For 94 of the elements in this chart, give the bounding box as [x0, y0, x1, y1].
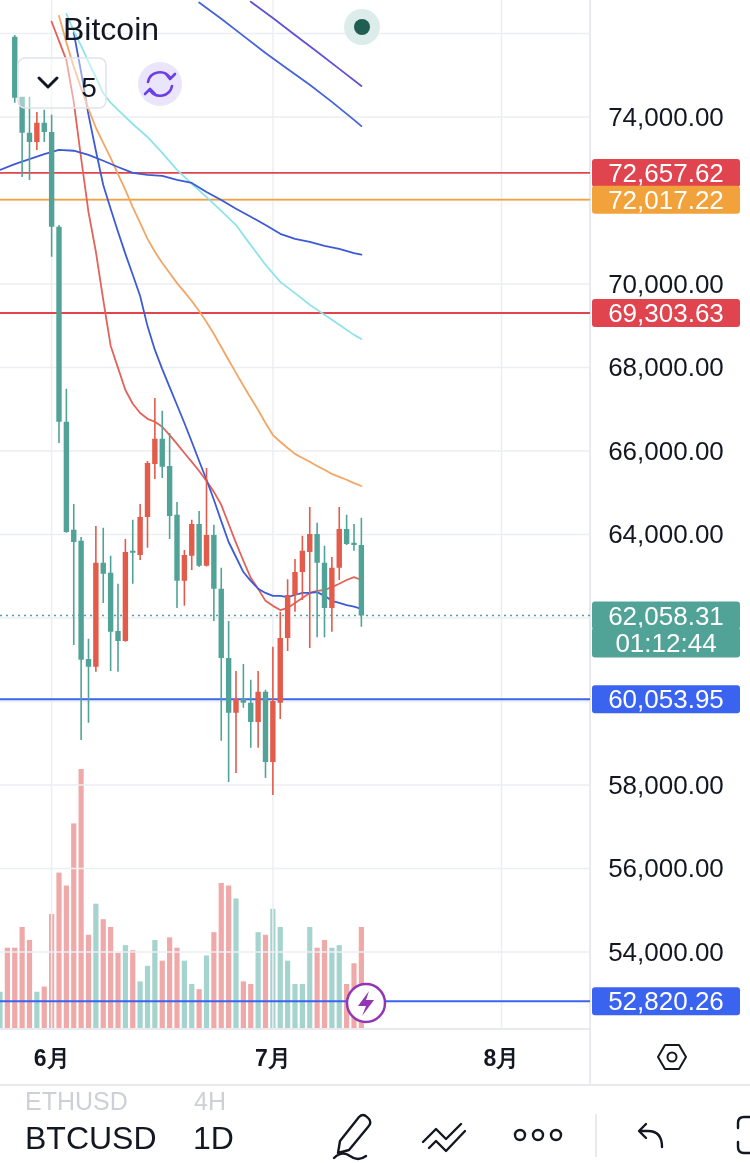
annotation: 5 [81, 72, 97, 103]
y-tick-label: 74,000.00 [608, 101, 724, 132]
y-tick-label: 56,000.00 [608, 853, 724, 884]
bar [174, 947, 180, 1028]
bar [159, 960, 165, 1028]
bar [85, 934, 92, 1028]
ref-line-label: 72,657.62 [608, 157, 724, 188]
y-tick-label: 64,000.00 [608, 519, 724, 550]
bar [12, 947, 18, 1028]
y-tick-label: 70,000.00 [608, 268, 724, 299]
bar [181, 960, 187, 1028]
y-tick-label: 68,000.00 [608, 352, 724, 383]
candlestick [34, 111, 40, 150]
bar [19, 926, 25, 1028]
line-series [249, 0, 363, 87]
y-tick-label: 54,000.00 [608, 937, 724, 968]
candlestick [19, 96, 25, 178]
bar [56, 872, 62, 1028]
candlestick [336, 506, 342, 580]
bar [122, 945, 128, 1028]
bar [189, 983, 195, 1028]
text: 1D [193, 1120, 234, 1156]
bar [100, 919, 106, 1028]
candlestick [248, 679, 254, 748]
bar [167, 937, 173, 1028]
line-series [65, 12, 363, 340]
ref-line-label: 60,053.95 [608, 684, 724, 715]
bar [262, 934, 269, 1028]
line-series [198, 1, 363, 127]
bar [137, 981, 143, 1028]
bar [299, 983, 305, 1028]
bar [115, 952, 121, 1028]
bar [144, 965, 151, 1028]
bar [307, 926, 313, 1028]
candlestick [189, 519, 195, 570]
candlestick [270, 646, 276, 796]
chart-title: Bitcoin [63, 11, 160, 47]
bar [71, 823, 77, 1028]
bar [240, 981, 246, 1028]
bar [78, 769, 84, 1028]
bar [130, 950, 136, 1028]
bar [329, 947, 335, 1028]
bar [336, 945, 342, 1028]
line-series [58, 14, 363, 487]
bar [248, 983, 254, 1028]
candlestick [329, 557, 335, 632]
bar [277, 926, 283, 1028]
candlestick [262, 689, 269, 778]
candlestick [152, 397, 158, 479]
candlestick [292, 559, 298, 612]
bar [26, 939, 33, 1028]
candlestick [56, 225, 62, 444]
y-tick-label: 58,000.00 [608, 769, 724, 800]
candlestick [122, 539, 129, 642]
candlestick [93, 526, 99, 672]
ref-line-label: 52,820.26 [608, 986, 724, 1017]
bar [233, 898, 239, 1028]
bar [108, 926, 114, 1028]
candlestick [63, 388, 70, 533]
candlestick [130, 519, 136, 584]
candlestick [159, 410, 165, 479]
bar [321, 939, 328, 1028]
candlestick [41, 109, 47, 142]
bar [211, 932, 217, 1028]
text: BTCUSD [25, 1120, 157, 1156]
candlestick [255, 671, 261, 748]
bar [4, 947, 10, 1028]
bar [41, 986, 47, 1028]
candlestick [277, 611, 283, 720]
bar [226, 885, 232, 1028]
candlestick [233, 671, 239, 773]
bar [152, 939, 158, 1028]
x-tick-label: 7月 [254, 1045, 291, 1071]
candlestick [12, 35, 18, 103]
candlestick [100, 527, 106, 603]
y-tick-label: 66,000.00 [608, 435, 724, 466]
x-tick-label: 8月 [483, 1045, 520, 1071]
bar [314, 947, 320, 1028]
bar [203, 955, 210, 1028]
candlestick [137, 503, 143, 560]
x-tick-label: 6月 [33, 1045, 70, 1071]
bar [34, 991, 40, 1028]
bar [255, 932, 261, 1028]
bar [218, 882, 224, 1028]
bar [292, 983, 298, 1028]
bar [285, 960, 291, 1028]
ref-line-label: 69,303.63 [608, 298, 724, 329]
bar [93, 903, 99, 1028]
candlestick [196, 511, 202, 568]
candlestick [307, 506, 313, 649]
candlestick [351, 524, 357, 551]
bar [196, 989, 202, 1028]
bar [63, 885, 69, 1028]
candlestick [174, 501, 180, 608]
